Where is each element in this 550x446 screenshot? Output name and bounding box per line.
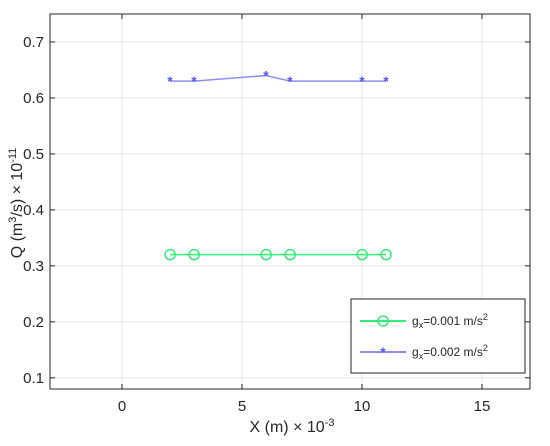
series-2-line <box>170 74 386 82</box>
x-tick-label: 0 <box>118 398 126 415</box>
x-tick-label: 5 <box>238 398 246 415</box>
y-tick-label: 0.6 <box>23 90 44 107</box>
series-layer: * * * * * * <box>164 68 392 261</box>
series-1 <box>164 248 392 261</box>
legend-marker-series-2: * <box>380 344 386 360</box>
x-tick-label: 10 <box>354 398 371 415</box>
y-tick-label: 0.2 <box>23 314 44 331</box>
x-tick-label: 15 <box>474 398 491 415</box>
series-1-point <box>284 248 296 261</box>
y-tick-label: 0.3 <box>23 258 44 275</box>
series-1-point <box>380 248 392 261</box>
legend-label-series-2: gx=0.002 m/s2 <box>412 343 488 361</box>
y-axis-label: Q (m3/s) × 10-11 <box>7 148 26 259</box>
series-1-point <box>260 248 272 261</box>
series-2-point: * <box>383 73 389 89</box>
series-2-point: * <box>359 73 365 89</box>
legend-label-series-1: gx=0.001 m/s2 <box>412 312 488 330</box>
series-2-point: * <box>287 73 293 89</box>
x-axis-ticks: 0 5 10 15 <box>118 14 491 415</box>
series-2-point: * <box>167 73 173 89</box>
y-tick-label: 0.1 <box>23 370 44 387</box>
series-1-point <box>356 248 368 261</box>
series-2: * * * * * * <box>167 68 389 90</box>
y-axis-ticks: 0.1 0.2 0.3 0.4 0.5 0.6 0.7 <box>23 34 530 387</box>
series-2-point: * <box>191 73 197 89</box>
x-axis-label: X (m) × 10-3 <box>250 417 335 436</box>
legend-marker-series-1 <box>377 315 389 327</box>
y-tick-label: 0.7 <box>23 34 44 51</box>
grid-lines <box>50 14 530 389</box>
series-1-point <box>188 248 200 261</box>
series-2-point: * <box>263 68 269 84</box>
y-tick-label: 0.4 <box>23 202 44 219</box>
legend: gx=0.001 m/s2 * gx=0.002 m/s2 <box>350 298 526 374</box>
legend-item-series-1: gx=0.001 m/s2 <box>360 312 488 330</box>
legend-item-series-2: * gx=0.002 m/s2 <box>360 343 488 361</box>
y-tick-label: 0.5 <box>23 146 44 163</box>
legend-box <box>350 298 526 374</box>
plot-frame <box>49 13 531 390</box>
series-1-point <box>164 248 176 261</box>
